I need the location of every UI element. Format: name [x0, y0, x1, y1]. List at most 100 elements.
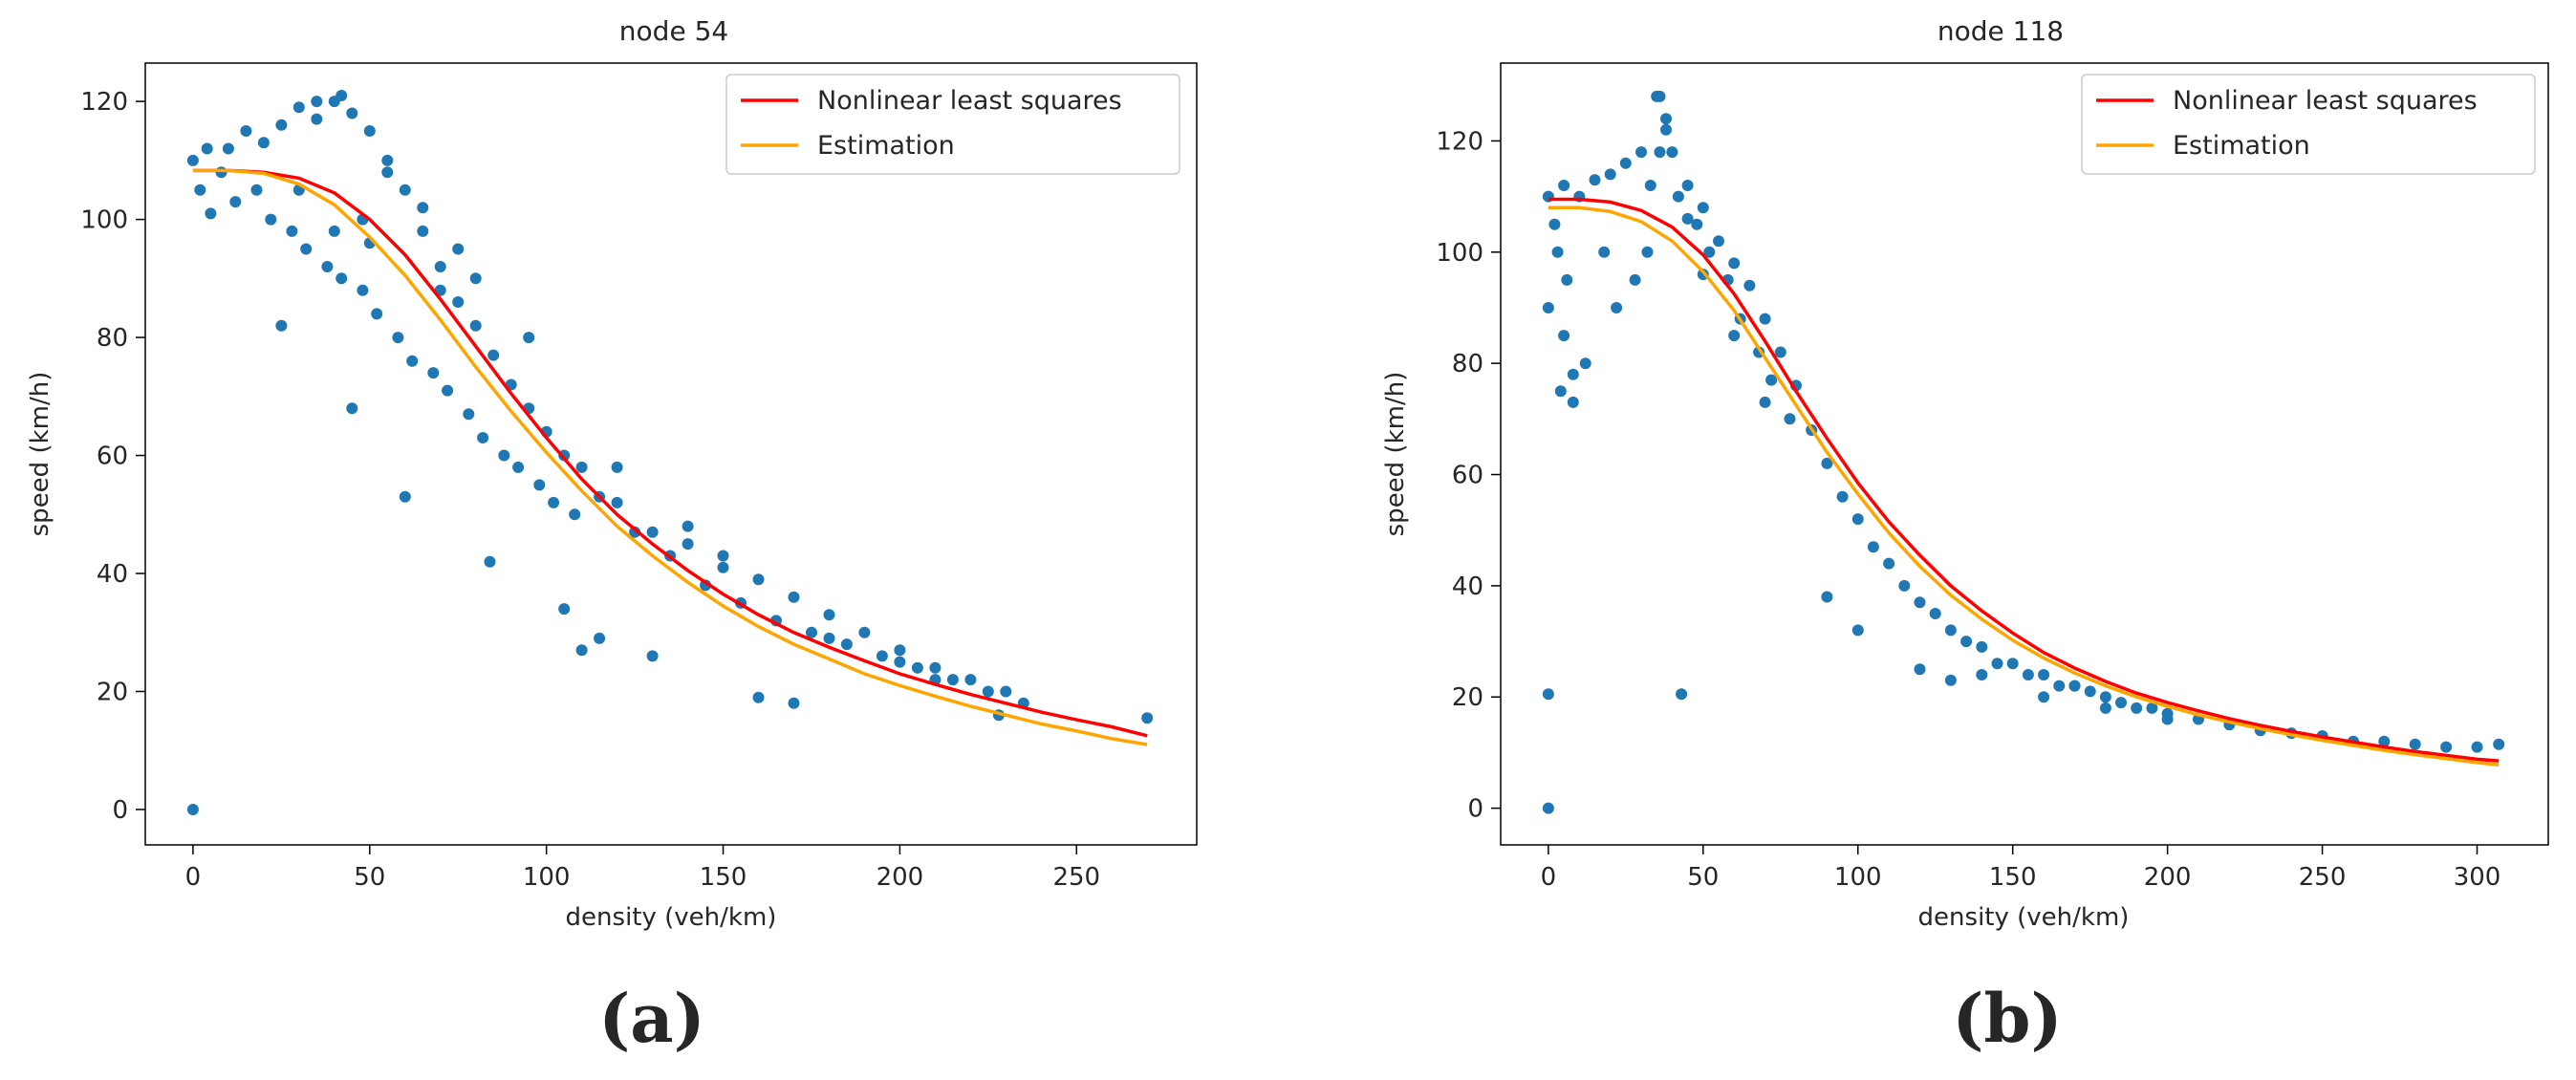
- scatter-point: [876, 650, 888, 662]
- plot-frame: [1500, 62, 2549, 846]
- legend-label-estimation: Estimation: [2173, 131, 2310, 161]
- y-tick-label: 20: [97, 678, 128, 706]
- scatter-point: [1598, 246, 1611, 258]
- scatter-point: [2146, 702, 2158, 714]
- scatter-point: [186, 804, 199, 815]
- y-axis-label: speed (km/h): [26, 372, 54, 537]
- scatter-point: [2099, 702, 2111, 714]
- scatter-point: [611, 461, 623, 473]
- scatter-point: [523, 332, 535, 344]
- scatter-point: [286, 225, 298, 237]
- y-tick-label: 100: [80, 206, 128, 235]
- scatter-point: [982, 685, 994, 698]
- scatter-point: [752, 573, 765, 586]
- scatter-point: [346, 402, 358, 415]
- scatter-point: [336, 272, 348, 285]
- scatter-point: [1759, 396, 1771, 408]
- y-tick-label: 0: [1467, 795, 1483, 824]
- scatter-point: [823, 609, 835, 621]
- nls-fit-line: [1548, 197, 2500, 763]
- scatter-point: [1883, 557, 1895, 570]
- scatter-point: [558, 603, 571, 616]
- scatter-point: [548, 496, 560, 508]
- scatter-point: [1660, 123, 1672, 136]
- scatter-point: [2115, 697, 2127, 709]
- panel-label-b: (b): [1952, 979, 2062, 1058]
- scatter-point: [205, 207, 217, 220]
- scatter-point: [250, 184, 263, 196]
- scatter-point: [1991, 658, 2003, 670]
- scatter-point: [186, 154, 199, 166]
- chart-panel-b: node 118 0 50 100 150 200 250 300 0 20 40 60 80 100…: [1381, 15, 2549, 1058]
- scatter-point: [611, 496, 623, 508]
- x-axis-ticks: 0 50 100 150 200 250: [185, 845, 1100, 892]
- y-tick-label: 20: [1452, 683, 1483, 712]
- line-layer: [1548, 197, 2500, 767]
- y-tick-label: 120: [80, 88, 128, 117]
- legend-label-estimation: Estimation: [817, 131, 955, 161]
- x-tick-label: 200: [2144, 863, 2192, 892]
- scatter-point: [2378, 735, 2391, 747]
- scatter-point: [311, 96, 323, 108]
- nls-fit-line: [192, 168, 1148, 738]
- scatter-point: [2053, 680, 2066, 692]
- scatter-point: [399, 490, 411, 503]
- scatter-point: [381, 154, 394, 166]
- y-axis-label: speed (km/h): [1381, 372, 1410, 537]
- chart-panel-a: node 54 0 50 100 150 200 250 020406080100120 …: [26, 15, 1198, 1058]
- scatter-point: [487, 349, 500, 361]
- scatter-point: [1929, 608, 1941, 619]
- x-tick-label: 250: [2299, 863, 2347, 892]
- scatter-point: [1728, 330, 1741, 342]
- scatter-point: [1759, 313, 1771, 325]
- scatter-point: [1629, 273, 1641, 286]
- scatter-point: [594, 632, 606, 644]
- scatter-point: [229, 196, 242, 208]
- x-tick-label: 0: [1541, 863, 1557, 892]
- scatter-point: [292, 101, 305, 114]
- scatter-point: [1554, 385, 1567, 398]
- scatter-point: [2471, 741, 2483, 753]
- scatter-point: [646, 526, 659, 538]
- scatter-point: [894, 656, 906, 668]
- scatter-point: [1611, 302, 1623, 313]
- scatter-point: [1558, 330, 1570, 342]
- scatter-point: [201, 142, 213, 155]
- x-axis-label: density (veh/km): [566, 903, 777, 932]
- scatter-point: [1851, 513, 1864, 526]
- scatter-point: [929, 661, 942, 674]
- x-tick-label: 100: [523, 863, 571, 892]
- legend: Nonlinear least squares Estimation: [2081, 74, 2536, 175]
- scatter-point: [2161, 713, 2174, 725]
- scatter-point: [1681, 180, 1694, 191]
- y-tick-label: 40: [1452, 572, 1483, 601]
- panel-label-a: (a): [598, 979, 705, 1058]
- x-tick-label: 50: [354, 863, 385, 892]
- scatter-point: [1851, 624, 1864, 637]
- x-tick-label: 300: [2454, 863, 2501, 892]
- scatter-point: [452, 243, 465, 255]
- scatter-point: [1141, 712, 1154, 724]
- legend-box: [725, 74, 1180, 175]
- scatter-point: [1635, 146, 1647, 159]
- scatter-point: [1654, 146, 1666, 159]
- scatter-point: [788, 697, 800, 709]
- chart-title: node 118: [1937, 15, 2064, 47]
- scatter-point: [1567, 368, 1579, 380]
- scatter-point: [417, 202, 429, 214]
- scatter-point: [240, 125, 252, 137]
- scatter-point: [2006, 658, 2019, 670]
- scatter-point: [1551, 246, 1564, 258]
- scatter-point: [1703, 246, 1716, 258]
- scatter-point: [328, 225, 340, 237]
- scatter-point: [646, 650, 659, 662]
- plot-frame: [144, 62, 1198, 846]
- y-tick-label: 60: [1452, 462, 1483, 490]
- scatter-point: [629, 526, 641, 538]
- scatter-point: [823, 632, 835, 644]
- scatter-point: [575, 644, 588, 657]
- scatter-point: [1713, 235, 1724, 248]
- scatter-point: [311, 113, 323, 125]
- scatter-point: [452, 296, 465, 308]
